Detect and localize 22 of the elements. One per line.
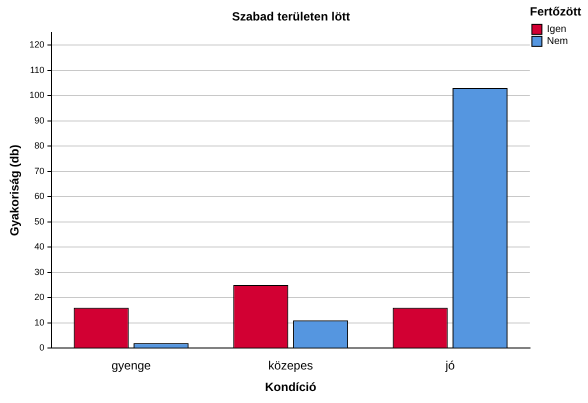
y-tick-label: 120 [29, 40, 44, 50]
y-tick-label: 90 [34, 115, 44, 126]
legend-title: Fertőzött [530, 4, 582, 18]
x-tick-label: gyenge [111, 358, 152, 373]
y-tick-label: 70 [34, 166, 44, 176]
legend-label: Nem [546, 36, 568, 48]
y-tick-label: 10 [34, 317, 44, 328]
legend-label: Igen [546, 24, 566, 36]
y-tick-label: 20 [34, 292, 44, 302]
y-axis-title: Gyakoriság (db) [8, 144, 22, 236]
y-tick-label: 80 [34, 140, 44, 151]
y-tick-label: 40 [34, 242, 44, 252]
y-tick-label: 60 [34, 191, 44, 202]
chart-title: Szabad területen lött [232, 10, 350, 24]
x-tick-label: közepes [268, 358, 314, 373]
x-tick-label: jó [444, 358, 456, 373]
y-tick-label: 0 [39, 342, 44, 353]
y-tick-label: 100 [29, 90, 44, 100]
x-axis-title: Kondíció [264, 380, 316, 394]
y-tick-label: 110 [30, 64, 44, 75]
y-tick-label: 30 [34, 266, 44, 277]
y-tick-label: 50 [34, 216, 44, 226]
